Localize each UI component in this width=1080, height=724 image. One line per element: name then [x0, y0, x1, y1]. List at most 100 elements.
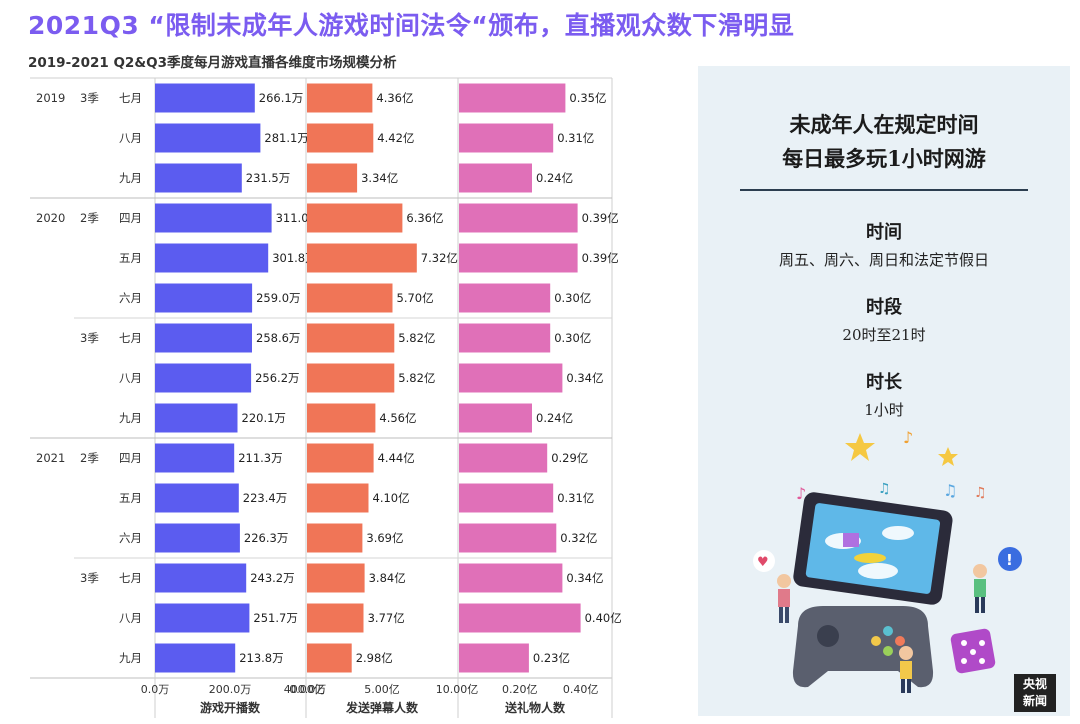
alert-bubble-icon: !	[998, 547, 1022, 571]
data-label: 3.77亿	[368, 611, 405, 625]
bar-broadcasters	[155, 243, 269, 273]
data-label: 0.34亿	[566, 571, 603, 585]
chart-title: 2019-2021 Q2&Q3季度每月游戏直播各维度市场规模分析	[28, 55, 397, 71]
month-label: 八月	[119, 131, 142, 145]
bar-danmaku	[307, 83, 373, 113]
bar-broadcasters	[155, 563, 247, 593]
svg-text:♪: ♪	[903, 428, 913, 447]
bar-broadcasters	[155, 403, 238, 433]
bar-danmaku	[307, 403, 376, 433]
data-label: 226.3万	[244, 531, 288, 545]
month-label: 九月	[119, 171, 142, 185]
data-label: 231.5万	[246, 171, 290, 185]
bar-broadcasters	[155, 483, 239, 513]
bar-broadcasters	[155, 163, 242, 193]
panel-heading-line1: 未成年人在规定时间	[789, 112, 979, 137]
data-label: 5.70亿	[397, 291, 434, 305]
year-label: 2020	[36, 211, 65, 225]
month-label: 四月	[119, 451, 142, 465]
data-label: 5.82亿	[398, 371, 435, 385]
data-label: 2.98亿	[356, 651, 393, 665]
bar-broadcasters	[155, 443, 235, 473]
data-label: 4.56亿	[379, 411, 416, 425]
data-label: 266.1万	[259, 91, 303, 105]
svg-text:♪: ♪	[796, 484, 806, 503]
data-label: 0.40亿	[585, 611, 622, 625]
data-label: 213.8万	[239, 651, 283, 665]
bar-danmaku	[307, 163, 358, 193]
person-icon	[899, 646, 913, 693]
bar-broadcasters	[155, 323, 252, 353]
bar-danmaku	[307, 643, 352, 673]
svg-text:♫: ♫	[974, 485, 987, 501]
data-label: 251.7万	[253, 611, 297, 625]
bar-broadcasters	[155, 123, 261, 153]
svg-text:♫: ♫	[943, 481, 957, 500]
data-label: 0.34亿	[566, 371, 603, 385]
tick-label: 5.00亿	[364, 683, 400, 696]
year-label: 2019	[36, 91, 65, 105]
tick-label: 10.00亿	[436, 683, 479, 696]
bar-gifts	[459, 563, 563, 593]
data-label: 0.31亿	[557, 491, 594, 505]
data-label: 7.32亿	[421, 251, 458, 265]
bar-gifts	[459, 483, 554, 513]
bar-broadcasters	[155, 203, 272, 233]
data-label: 281.1万	[264, 131, 308, 145]
month-label: 九月	[119, 411, 142, 425]
data-label: 243.2万	[250, 571, 294, 585]
bar-gifts	[459, 123, 554, 153]
logo-line2: 新闻	[1022, 694, 1047, 708]
gamepad-icon	[792, 606, 934, 688]
bar-danmaku	[307, 243, 417, 273]
year-label: 2021	[36, 451, 65, 465]
data-label: 259.0万	[256, 291, 300, 305]
svg-text:!: !	[1006, 551, 1013, 569]
data-label: 3.34亿	[361, 171, 398, 185]
star-icon	[845, 433, 875, 461]
tick-label: 200.0万	[209, 683, 252, 696]
data-label: 3.84亿	[369, 571, 406, 585]
data-label: 0.30亿	[554, 331, 591, 345]
data-label: 211.3万	[238, 451, 282, 465]
section-title-time: 时间	[866, 222, 902, 243]
panel-heading-line2: 每日最多玩1小时网游	[782, 146, 986, 171]
bar-gifts	[459, 363, 563, 393]
star-icon	[938, 447, 958, 466]
section-title-duration: 时长	[866, 372, 902, 393]
data-label: 4.10亿	[373, 491, 410, 505]
bar-danmaku	[307, 563, 365, 593]
cctv-news-logo: 央视 新闻	[1014, 674, 1056, 712]
data-label: 0.32亿	[560, 531, 597, 545]
music-note-icon: ♪	[796, 484, 806, 503]
bar-gifts	[459, 163, 532, 193]
bar-broadcasters	[155, 643, 236, 673]
bar-broadcasters	[155, 283, 253, 313]
data-label: 0.31亿	[557, 131, 594, 145]
music-note-icon: ♪	[903, 428, 913, 447]
svg-text:♫: ♫	[878, 481, 891, 497]
month-label: 七月	[119, 331, 142, 345]
data-label: 0.24亿	[536, 171, 573, 185]
bar-danmaku	[307, 363, 395, 393]
data-label: 4.44亿	[378, 451, 415, 465]
bar-gifts	[459, 443, 548, 473]
bar-gifts	[459, 643, 529, 673]
svg-text:♥: ♥	[757, 555, 769, 570]
bar-broadcasters	[155, 363, 252, 393]
tick-label: 0.40亿	[563, 683, 599, 696]
data-label: 4.36亿	[376, 91, 413, 105]
bar-gifts	[459, 603, 581, 633]
bar-danmaku	[307, 283, 393, 313]
quarter-label: 2季	[80, 211, 99, 225]
section-value-period: 20时至21时	[842, 326, 926, 344]
person-icon	[973, 564, 987, 613]
panel-heading: 未成年人在规定时间 每日最多玩1小时网游	[698, 108, 1070, 176]
bar-danmaku	[307, 123, 374, 153]
bar-gifts	[459, 523, 557, 553]
tick-label: 0.0万	[141, 683, 170, 696]
quarter-label: 3季	[80, 331, 99, 345]
data-label: 0.39亿	[582, 211, 619, 225]
panel-divider	[740, 189, 1028, 191]
